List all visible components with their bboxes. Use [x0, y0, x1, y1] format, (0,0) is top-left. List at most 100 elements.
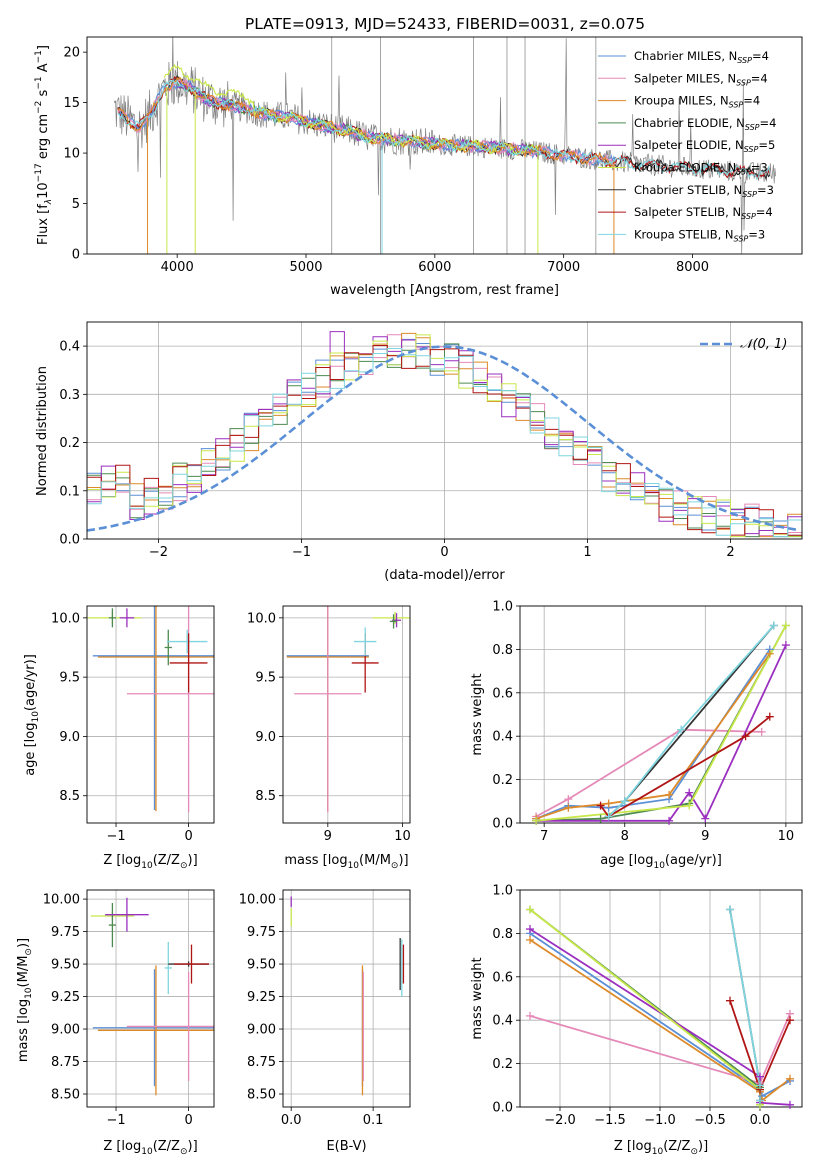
y-tick-label: 5	[72, 197, 80, 212]
axes-frame	[86, 605, 215, 824]
data-point-marker	[781, 621, 790, 630]
axes-frame	[86, 321, 803, 540]
data-point-marker	[526, 905, 534, 914]
legend-entry: Kroupa STELIB, NSSP=3	[634, 227, 765, 243]
legend-entry: Salpeter STELIB, NSSP=4	[634, 205, 773, 221]
plot-area-mass-vs-Z	[90, 897, 214, 1096]
y-tick-label: 0.8	[492, 927, 513, 942]
plot-area-spectrum	[113, 37, 777, 254]
y-tick-label: 8.5	[255, 789, 276, 804]
y-tick-label: 0.0	[492, 817, 513, 832]
x-tick-label: 0	[440, 545, 448, 560]
data-point-marker	[604, 799, 613, 808]
x-tick-label: −0.5	[694, 1113, 726, 1128]
plot-area-massweight-vs-age	[535, 624, 787, 822]
x-tick-label: 0.0	[281, 1113, 302, 1128]
x-axis-label: age [log10(age/yr)]	[600, 853, 722, 871]
model-spectrum-line	[117, 78, 616, 166]
x-axis-label: (data-model)/error	[384, 568, 505, 583]
x-tick-label: −2.0	[544, 1113, 576, 1128]
x-tick-label: 8000	[676, 260, 709, 275]
plot-area-age-vs-mass	[286, 606, 410, 813]
y-tick-label: 15	[63, 96, 80, 111]
data-point-marker	[526, 935, 534, 944]
axes-frame	[282, 889, 411, 1108]
data-point-marker	[677, 725, 686, 734]
axes-massweight-vs-Z: −2.0 −1.5 −1.0 −0.5 0.0 0.0 0.2 0.4 0.6 0.8 1.0 mas…	[470, 884, 803, 1157]
y-axis-label: mass weight	[470, 957, 485, 1039]
model-spectrum-line	[117, 79, 771, 181]
x-tick-label: 6000	[418, 260, 451, 275]
series-line	[529, 908, 761, 1105]
data-point-marker	[701, 814, 710, 823]
y-tick-label: 0.0	[492, 1101, 513, 1116]
axes-frame	[86, 36, 803, 255]
figure-title: PLATE=0913, MJD=52433, FIBERID=0031, z=0…	[245, 15, 645, 33]
axes-massweight-vs-age: 7 8 9 10 0.0 0.2 0.4 0.6 0.8 1.0 mass weight age [l…	[470, 600, 803, 871]
residual-histogram-line	[87, 348, 802, 538]
y-tick-label: 0.6	[492, 970, 513, 985]
series-line	[607, 624, 775, 818]
y-tick-label: 8.50	[51, 1088, 80, 1103]
data-point-marker	[769, 621, 778, 630]
data-point-marker	[765, 712, 774, 721]
y-tick-label: 0.4	[492, 1014, 513, 1029]
data-point-marker	[756, 1096, 764, 1105]
data-point-marker	[726, 905, 734, 914]
x-tick-label: 0.1	[363, 1113, 384, 1128]
x-tick-label: 9	[701, 829, 709, 844]
residual-histogram-line	[87, 345, 802, 536]
y-tick-label: 10.0	[51, 611, 80, 626]
data-point-marker	[564, 803, 573, 812]
y-tick-label: 9.75	[247, 925, 276, 940]
plot-area-residuals	[87, 331, 802, 538]
x-axis-label: mass [log10(M/M⊙)]	[284, 853, 408, 871]
y-tick-label: 9.50	[51, 958, 80, 973]
data-point-marker	[765, 649, 774, 658]
y-tick-label: 0.3	[59, 388, 80, 403]
x-tick-label: −1	[106, 1113, 125, 1128]
x-tick-label: 0	[184, 829, 192, 844]
x-tick-label: 1	[583, 545, 591, 560]
data-point-marker	[786, 1100, 794, 1109]
x-tick-label: 0.0	[750, 1113, 771, 1128]
y-tick-label: 0.4	[59, 340, 80, 355]
y-tick-label: 9.25	[247, 990, 276, 1005]
y-tick-label: 8.5	[59, 789, 80, 804]
series-line	[535, 648, 771, 820]
plot-area-age-vs-Z	[87, 606, 214, 813]
y-tick-label: 0	[72, 248, 80, 263]
data-point-marker	[596, 814, 605, 823]
data-point-marker	[786, 1074, 794, 1083]
y-axis-label: mass [log10(M/M⊙)]	[16, 938, 34, 1062]
data-point-marker	[781, 641, 790, 650]
axes-age-vs-Z: −1 0 8.5 9.0 9.5 10.0 Z [log10(Z/Z⊙)] age [log1…	[23, 605, 215, 871]
legend-entry: Salpeter ELODIE, NSSP=5	[634, 138, 775, 154]
legend-entry: Kroupa MILES, NSSP=4	[634, 94, 760, 110]
data-point-marker	[564, 795, 573, 804]
y-tick-label: 10	[63, 147, 80, 162]
legend-entry: Salpeter MILES, NSSP=4	[634, 71, 768, 87]
axes-spectrum: 4000 5000 6000 7000 8000 0 5 10 15 20 wavelength […	[34, 36, 803, 298]
x-axis-label: Z [log10(Z/Z⊙)]	[103, 1139, 197, 1157]
axes-mass-vs-ebv: 0.0 0.1 8.50 8.75 9.00 9.25 9.50 9.75 10.00 E(B-V…	[239, 889, 411, 1154]
y-axis-label: age [log10(age/yr)]	[23, 654, 41, 776]
data-point-marker	[665, 816, 674, 825]
y-tick-label: 8.75	[247, 1055, 276, 1070]
data-point-marker	[756, 1081, 764, 1090]
y-tick-label: 10.00	[239, 893, 276, 908]
data-point-marker	[604, 812, 613, 821]
x-axis-label: Z [log10(Z/Z⊙)]	[103, 853, 197, 871]
x-tick-label: 7000	[547, 260, 580, 275]
data-point-marker	[786, 1016, 794, 1025]
x-tick-label: 8	[621, 829, 629, 844]
axes-frame	[519, 605, 803, 824]
legend-entry: Kroupa ELODIE, NSSP=3	[634, 161, 768, 177]
axes-frame	[282, 605, 411, 824]
x-tick-label: −1.5	[594, 1113, 626, 1128]
data-point-marker	[526, 925, 534, 934]
y-axis-label: Normed distribution	[35, 366, 50, 496]
x-tick-label: 5000	[289, 260, 322, 275]
data-point-marker	[726, 996, 734, 1005]
y-tick-label: 9.50	[247, 958, 276, 973]
